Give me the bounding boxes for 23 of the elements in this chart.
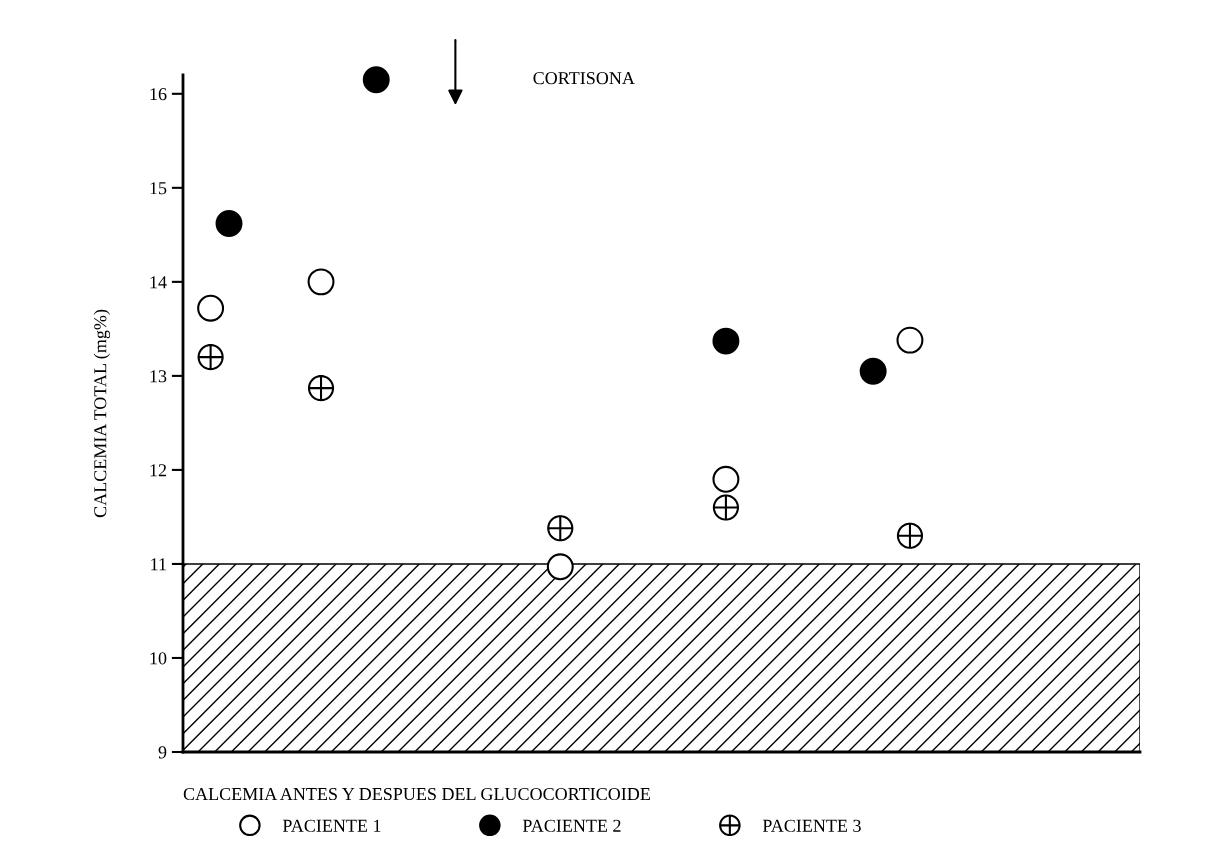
point — [307, 268, 335, 296]
point — [546, 553, 574, 581]
point — [712, 327, 740, 355]
point — [896, 326, 924, 354]
y-tick-label: 15 — [150, 182, 167, 195]
x-axis-title: CALCEMIA ANTES Y DESPUES DEL GLUCOCORTICOIDE — [183, 787, 650, 801]
legend-label: PACIENTE 2 — [522, 819, 621, 832]
y-axis-title: CALCEMIA TOTAL (mg%) — [93, 309, 111, 518]
point — [859, 357, 887, 385]
legend-label: PACIENTE 1 — [282, 819, 381, 832]
y-tick-label: 10 — [150, 652, 167, 665]
y-tick-label: 11 — [151, 558, 166, 571]
y-tick-label: 13 — [150, 370, 167, 383]
y-tick-label: 12 — [150, 464, 167, 477]
point — [197, 294, 225, 322]
legend-label: PACIENTE 3 — [762, 819, 861, 832]
annotation: CORTISONA — [533, 72, 635, 85]
y-tick-label: 16 — [150, 88, 167, 101]
point — [362, 66, 390, 94]
y-tick-label: 14 — [150, 276, 167, 289]
point — [712, 465, 740, 493]
y-tick-label: 9 — [158, 746, 167, 759]
point — [215, 210, 243, 238]
